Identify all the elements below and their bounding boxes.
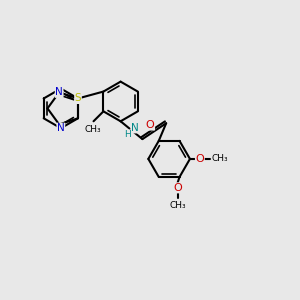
Text: O: O — [173, 183, 182, 193]
Text: N: N — [130, 123, 138, 133]
Text: CH₃: CH₃ — [212, 154, 228, 164]
Text: H: H — [124, 130, 131, 139]
Text: CH₃: CH₃ — [169, 201, 186, 210]
Text: O: O — [146, 120, 154, 130]
Text: S: S — [75, 94, 81, 103]
Text: CH₃: CH₃ — [84, 125, 101, 134]
Text: N: N — [55, 87, 63, 98]
Text: N: N — [57, 123, 65, 133]
Text: O: O — [196, 154, 204, 164]
